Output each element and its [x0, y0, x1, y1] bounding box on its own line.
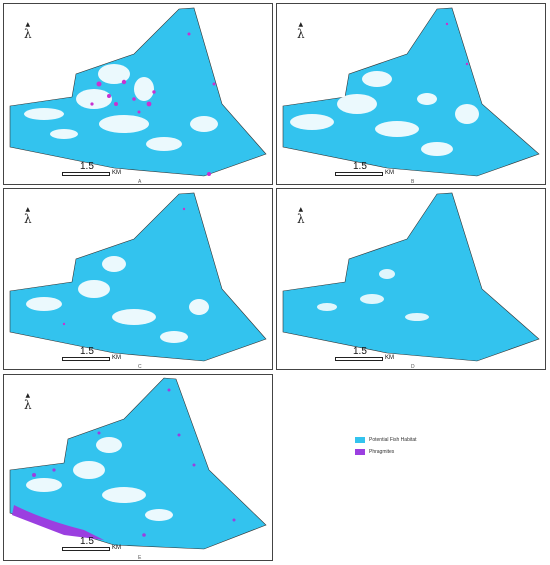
habitat-map-c: [9, 192, 267, 362]
scale-unit: KM: [385, 355, 394, 361]
scale-value: 1.5: [80, 346, 94, 357]
map-panel-e: ▲ λ 1.5 KM E: [3, 374, 273, 561]
north-arrow-icon: ▲ λ: [297, 206, 305, 226]
map-panel-a: ▲ λ 1.5 KM A: [3, 3, 273, 185]
map-legend: Potential Fish Habitat Phragmites: [355, 436, 465, 460]
north-arrow-icon: ▲ λ: [24, 206, 32, 226]
north-arrow-icon: ▲ λ: [297, 21, 305, 41]
legend-item-habitat: Potential Fish Habitat: [355, 436, 465, 446]
scale-bar: 1.5 KM: [335, 161, 405, 178]
legend-label-habitat: Potential Fish Habitat: [369, 437, 417, 443]
north-arrow-icon: ▲ λ: [24, 21, 32, 41]
scale-unit: KM: [385, 170, 394, 176]
panel-caption-c: C: [138, 364, 142, 370]
map-panel-c: ▲ λ 1.5 KM C: [3, 188, 273, 370]
scale-unit: KM: [112, 545, 121, 551]
scale-bar: 1.5 KM: [62, 346, 132, 363]
scale-value: 1.5: [80, 161, 94, 172]
scale-unit: KM: [112, 355, 121, 361]
habitat-map-b: [282, 7, 540, 177]
habitat-swatch: [355, 437, 365, 443]
legend-label-phragmites: Phragmites: [369, 449, 395, 455]
habitat-map-e: [9, 377, 267, 550]
scale-value: 1.5: [353, 346, 367, 357]
map-panel-b: ▲ λ 1.5 KM B: [276, 3, 546, 185]
map-panel-d: ▲ λ 1.5 KM D: [276, 188, 546, 370]
north-arrow-icon: ▲ λ: [24, 392, 32, 412]
panel-caption-d: D: [411, 364, 415, 370]
scale-value: 1.5: [80, 536, 94, 547]
panel-caption-e: E: [138, 555, 142, 561]
scale-bar: 1.5 KM: [62, 161, 132, 178]
panel-caption-b: B: [411, 179, 415, 185]
habitat-map-d: [282, 192, 540, 362]
panel-caption-a: A: [138, 179, 142, 185]
habitat-map-a: [9, 7, 267, 177]
scale-unit: KM: [112, 170, 121, 176]
scale-bar: 1.5 KM: [62, 536, 132, 553]
phragmites-swatch: [355, 449, 365, 455]
scale-value: 1.5: [353, 161, 367, 172]
legend-item-phragmites: Phragmites: [355, 448, 465, 458]
scale-bar: 1.5 KM: [335, 346, 405, 363]
